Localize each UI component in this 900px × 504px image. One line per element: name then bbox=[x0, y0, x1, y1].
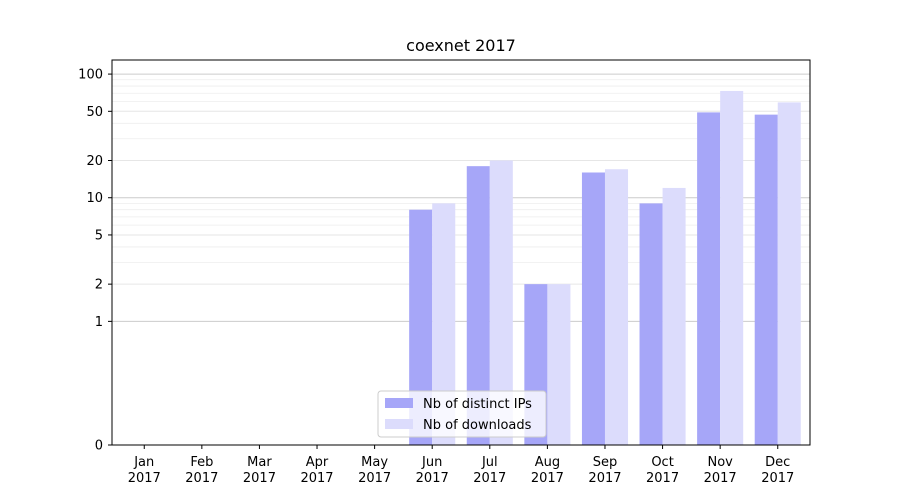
x-tick-label: Nov 2017 bbox=[704, 455, 737, 486]
bar-downloads bbox=[489, 160, 513, 445]
y-tick-label: 2 bbox=[95, 278, 103, 293]
y-tick-label: 10 bbox=[86, 191, 103, 206]
legend-swatch-distinct-ips bbox=[385, 398, 413, 408]
bar-distinct-ips bbox=[409, 209, 433, 445]
bar-downloads bbox=[720, 90, 744, 445]
y-tick-label: 1 bbox=[95, 315, 103, 330]
y-tick-label: 100 bbox=[78, 68, 103, 83]
legend-label-downloads: Nb of downloads bbox=[423, 418, 532, 433]
y-tick-label: 50 bbox=[86, 105, 103, 120]
bar-distinct-ips bbox=[581, 172, 605, 446]
bar-downloads bbox=[662, 187, 686, 445]
legend-box bbox=[377, 390, 547, 438]
x-axis: Jan 2017 Feb 2017 Mar 2017 Apr 2017 May 2017 Jun 20… bbox=[128, 445, 794, 486]
legend-label-distinct-ips: Nb of distinct IPs bbox=[423, 397, 532, 412]
x-tick-label: Jun 2017 bbox=[416, 455, 449, 486]
chart-title: coexnet 2017 bbox=[406, 36, 516, 55]
x-tick-label: Aug 2017 bbox=[531, 455, 564, 486]
x-tick-label: May 2017 bbox=[358, 455, 391, 486]
x-tick-label: Mar 2017 bbox=[243, 455, 276, 486]
y-tick-label: 0 bbox=[95, 439, 103, 454]
y-tick-label: 20 bbox=[86, 154, 103, 169]
x-tick-label: Jul 2017 bbox=[473, 455, 506, 486]
x-tick-label: Oct 2017 bbox=[646, 455, 679, 486]
y-axis: 0 1 2 5 10 20 50 100 bbox=[78, 68, 112, 454]
grid-lines bbox=[112, 73, 810, 322]
bars bbox=[409, 90, 801, 446]
x-tick-label: Jan 2017 bbox=[128, 455, 161, 486]
y-tick-label: 5 bbox=[95, 228, 103, 243]
bar-downloads bbox=[547, 284, 571, 445]
bar-downloads bbox=[432, 203, 456, 445]
x-tick-label: Sep 2017 bbox=[588, 455, 621, 486]
bar-downloads bbox=[604, 169, 629, 445]
bar-distinct-ips bbox=[466, 166, 490, 445]
bar-distinct-ips bbox=[754, 114, 778, 445]
bar-downloads bbox=[777, 102, 801, 445]
legend-swatch-downloads bbox=[385, 419, 413, 429]
x-tick-label: Dec 2017 bbox=[761, 455, 794, 486]
x-tick-label: Apr 2017 bbox=[300, 455, 333, 486]
bar-distinct-ips bbox=[697, 112, 721, 446]
bar-distinct-ips bbox=[639, 203, 663, 445]
plot-area-frame bbox=[111, 59, 811, 446]
x-tick-label: Feb 2017 bbox=[185, 455, 218, 486]
legend: Nb of distinct IPs Nb of downloads bbox=[377, 390, 547, 438]
